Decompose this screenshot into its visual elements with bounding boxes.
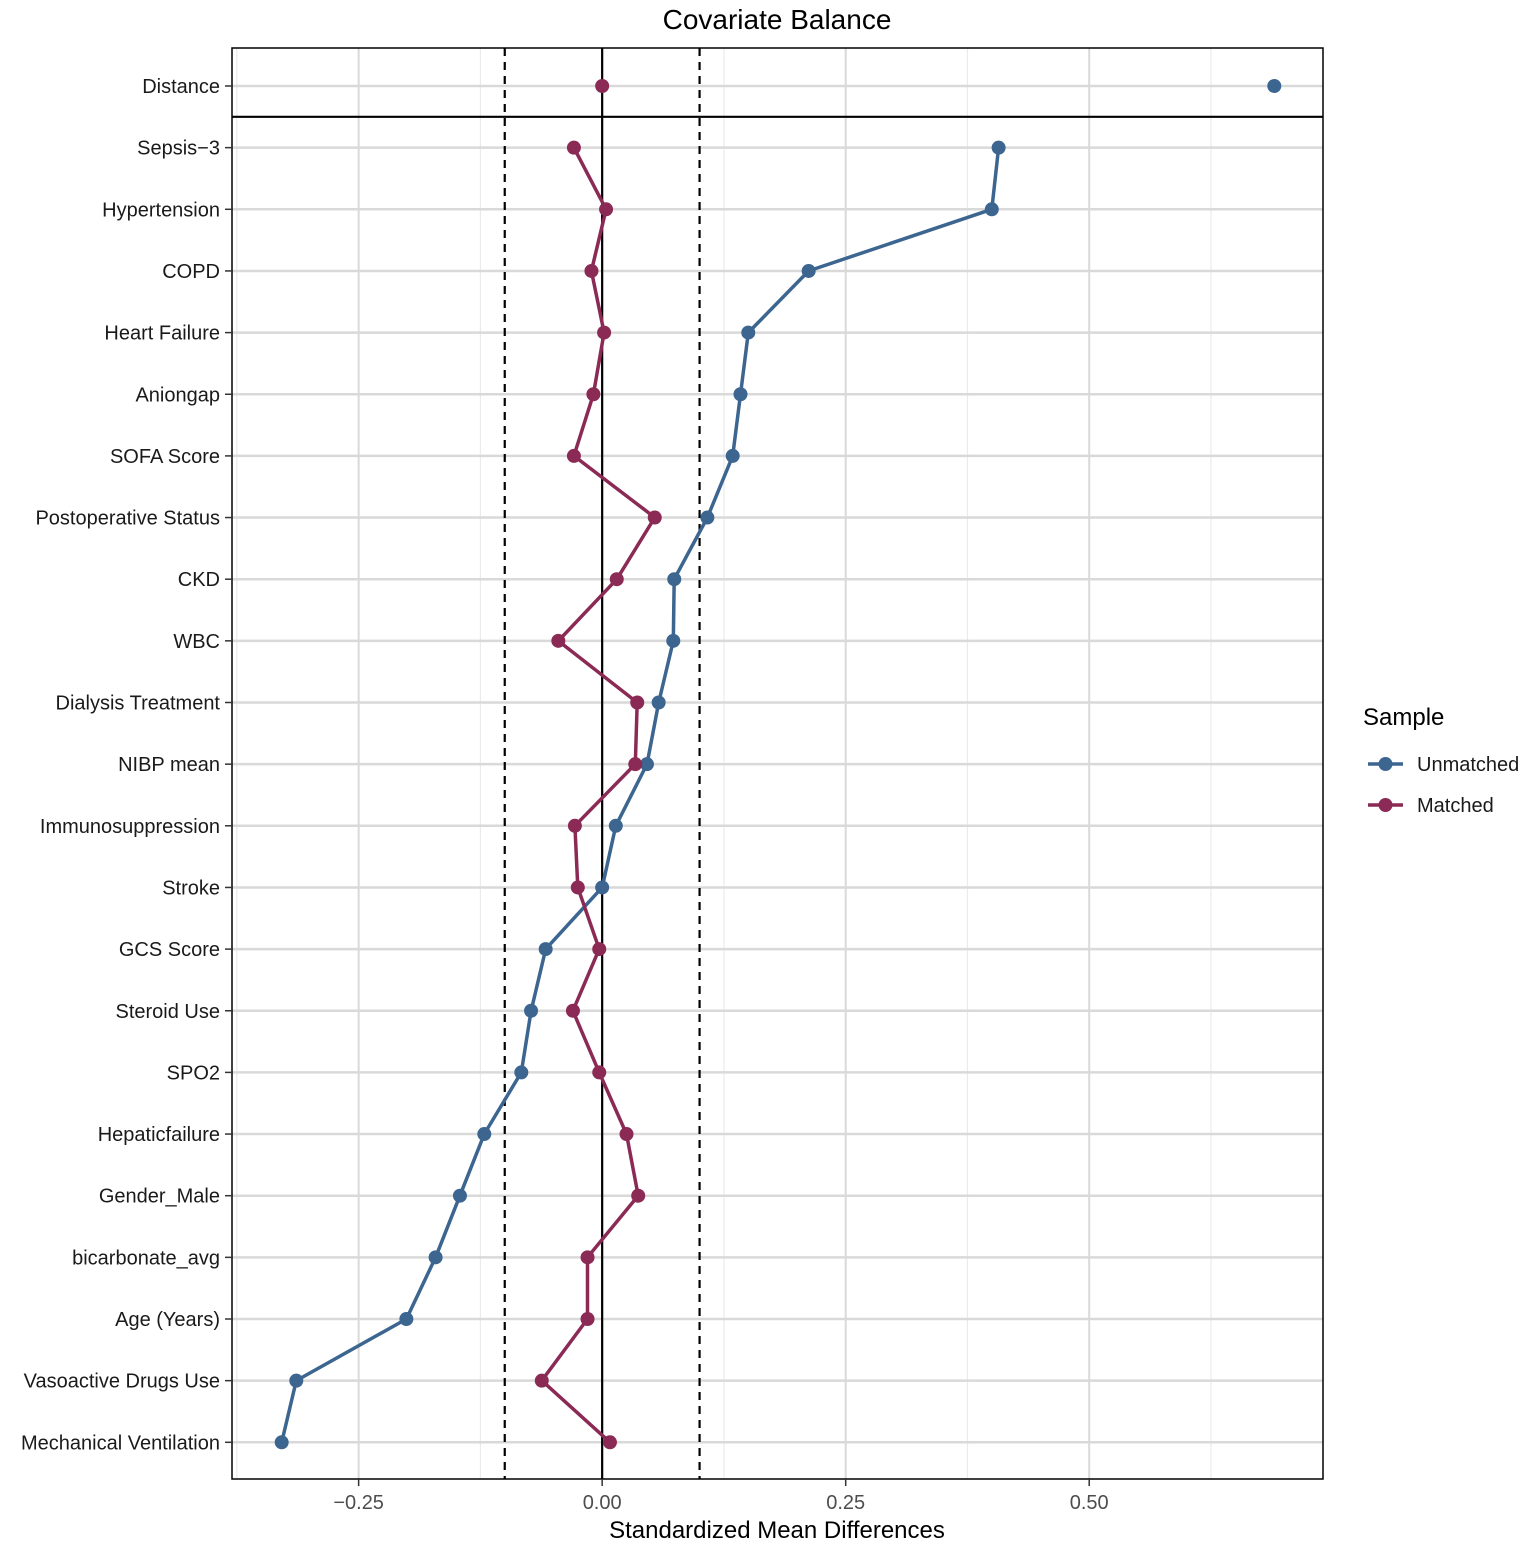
- x-tick-label: −0.25: [333, 1492, 384, 1514]
- legend-item-matched: Matched: [1368, 795, 1494, 817]
- data-point: [801, 263, 816, 278]
- y-axis-ticks: [225, 85, 232, 1444]
- data-point: [428, 1250, 443, 1265]
- legend-label: Unmatched: [1417, 754, 1519, 776]
- legend-marker: [1378, 798, 1393, 812]
- series-matched: [534, 79, 662, 1450]
- y-tick-label: Stroke: [162, 877, 220, 899]
- data-point: [551, 633, 566, 648]
- legend-title: Sample: [1363, 704, 1444, 731]
- data-point: [725, 448, 740, 463]
- data-point: [619, 1127, 634, 1142]
- y-tick-label: SPO2: [167, 1062, 220, 1084]
- data-point: [608, 818, 623, 833]
- y-tick-label: Vasoactive Drugs Use: [24, 1371, 220, 1393]
- y-tick-label: Immunosuppression: [40, 816, 220, 838]
- data-point: [274, 1435, 289, 1450]
- y-tick-label: Postoperative Status: [35, 508, 220, 530]
- legend-marker: [1378, 757, 1393, 771]
- y-tick-label: SOFA Score: [110, 446, 220, 468]
- data-point: [570, 880, 585, 895]
- y-axis-labels: Distance Sepsis−3 Hypertension COPD Heart Fa…: [21, 76, 220, 1454]
- data-point: [700, 510, 715, 525]
- data-point: [289, 1373, 304, 1388]
- y-tick-label: Dialysis Treatment: [56, 693, 221, 715]
- data-point: [630, 695, 645, 710]
- y-tick-label: Mechanical Ventilation: [21, 1432, 220, 1454]
- series-unmatched: [274, 79, 1282, 1450]
- y-tick-label: Heart Failure: [104, 323, 220, 345]
- data-point: [477, 1127, 492, 1142]
- data-point: [452, 1188, 467, 1203]
- y-tick-label: NIBP mean: [118, 754, 220, 776]
- legend-label: Matched: [1417, 795, 1494, 817]
- data-series: [274, 79, 1282, 1450]
- series-line: [279, 147, 1001, 1443]
- grid-lines: [232, 48, 1323, 1479]
- data-point: [595, 79, 610, 93]
- x-tick-label: 0.25: [826, 1492, 865, 1514]
- series-line: [540, 146, 657, 1444]
- data-point: [592, 942, 607, 957]
- data-point: [514, 1065, 529, 1080]
- y-tick-label: bicarbonate_avg: [72, 1247, 220, 1269]
- legend: Sample Unmatched Matched: [1363, 704, 1519, 817]
- data-point: [667, 572, 682, 587]
- data-point: [538, 942, 553, 957]
- y-tick-label: GCS Score: [119, 939, 220, 961]
- x-tick-label: 0.50: [1070, 1492, 1109, 1514]
- data-point: [584, 263, 599, 278]
- x-tick-label: 0.00: [583, 1492, 622, 1514]
- data-point: [639, 757, 654, 772]
- data-point: [741, 325, 756, 340]
- x-axis-ticks: −0.25 0.00 0.25 0.50: [333, 1479, 1109, 1514]
- y-tick-label: Gender_Male: [99, 1186, 220, 1208]
- y-tick-label: Distance: [142, 76, 220, 98]
- y-tick-label: Hepaticfailure: [98, 1124, 220, 1146]
- data-point: [666, 633, 681, 648]
- y-tick-label: WBC: [173, 631, 220, 653]
- data-point: [592, 1065, 607, 1080]
- data-point: [651, 695, 666, 710]
- data-point: [733, 387, 748, 402]
- y-tick-label: COPD: [162, 261, 220, 283]
- data-point: [599, 202, 614, 217]
- data-point: [597, 325, 612, 340]
- y-tick-label: Hypertension: [102, 199, 220, 221]
- data-point: [991, 140, 1006, 155]
- chart-title: Covariate Balance: [663, 4, 892, 35]
- data-point: [595, 880, 610, 895]
- y-tick-label: CKD: [178, 569, 220, 591]
- data-point: [609, 572, 624, 587]
- data-point: [984, 202, 999, 217]
- data-point: [534, 1373, 549, 1388]
- x-axis-title: Standardized Mean Differences: [609, 1517, 945, 1544]
- data-point: [566, 140, 581, 155]
- data-point: [602, 1435, 617, 1450]
- data-point: [566, 448, 581, 463]
- data-point: [647, 510, 662, 525]
- data-point: [524, 1003, 539, 1018]
- data-point: [399, 1312, 414, 1326]
- y-tick-label: Aniongap: [135, 384, 220, 406]
- data-point: [567, 818, 582, 833]
- data-point: [565, 1003, 580, 1018]
- data-point: [580, 1312, 595, 1326]
- data-point: [631, 1188, 646, 1203]
- data-point: [628, 757, 643, 772]
- legend-item-unmatched: Unmatched: [1368, 754, 1519, 776]
- data-point: [586, 387, 601, 402]
- y-tick-label: Age (Years): [115, 1309, 220, 1331]
- data-point: [580, 1250, 595, 1265]
- y-tick-label: Sepsis−3: [137, 138, 220, 160]
- y-tick-label: Steroid Use: [116, 1001, 221, 1023]
- data-point: [1267, 79, 1282, 93]
